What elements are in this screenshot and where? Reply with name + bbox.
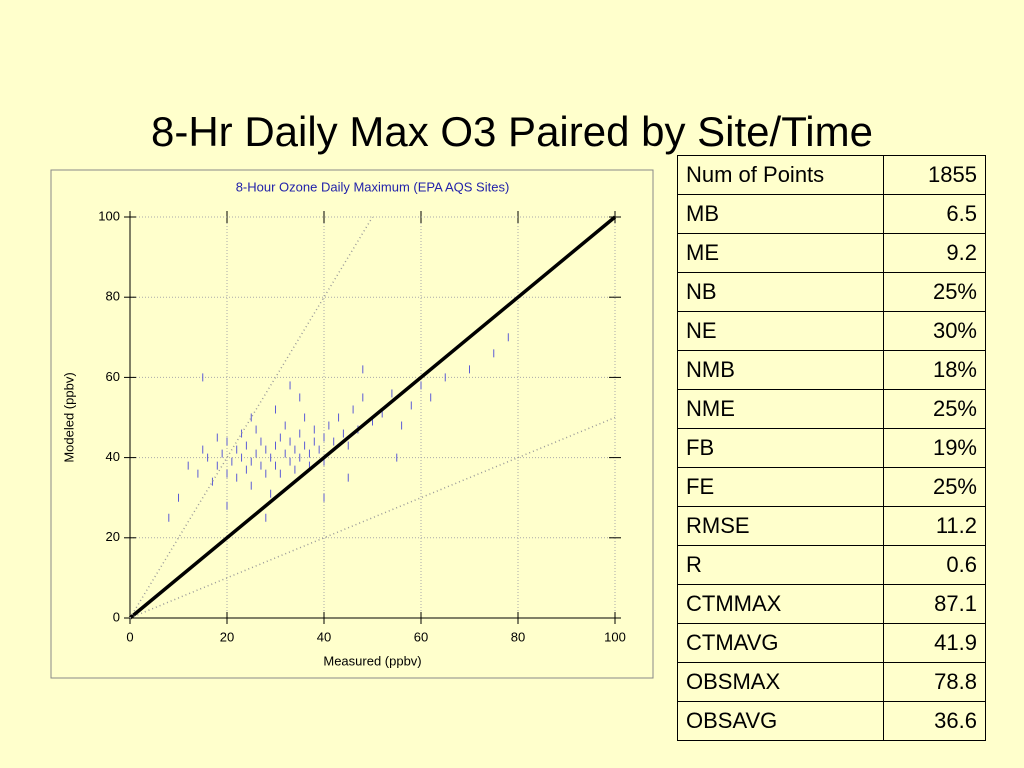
y-axis-label: Modeled (ppbv) — [61, 372, 76, 462]
table-row: RMSE 11.2 — [677, 506, 986, 546]
stat-value: 41.9 — [883, 623, 986, 663]
y-tick-label: 40 — [106, 449, 120, 464]
x-tick-label: 60 — [414, 629, 428, 644]
chart-title: 8-Hour Ozone Daily Maximum (EPA AQS Site… — [236, 179, 510, 194]
chart-frame — [50, 169, 654, 679]
stat-label: Num of Points — [677, 155, 884, 195]
table-row: NMB 18% — [677, 350, 986, 390]
stat-value: 78.8 — [883, 662, 986, 702]
stat-value: 18% — [883, 350, 986, 390]
stat-value: 25% — [883, 272, 986, 312]
table-row: NE 30% — [677, 311, 986, 351]
stat-label: NB — [677, 272, 884, 312]
stat-value: 19% — [883, 428, 986, 468]
stat-label: NME — [677, 389, 884, 429]
stat-value: 30% — [883, 311, 986, 351]
stat-label: FB — [677, 428, 884, 468]
stat-label: R — [677, 545, 884, 585]
y-tick-label: 80 — [106, 289, 120, 304]
stat-value: 25% — [883, 389, 986, 429]
slide-title: 8-Hr Daily Max O3 Paired by Site/Time — [151, 108, 873, 155]
stat-value: 11.2 — [883, 506, 986, 546]
stat-value: 6.5 — [883, 194, 986, 234]
stat-label: RMSE — [677, 506, 884, 546]
table-row: Num of Points 1855 — [677, 155, 986, 195]
table-row: FE 25% — [677, 467, 986, 507]
x-tick-label: 40 — [317, 629, 331, 644]
table-row: NME 25% — [677, 389, 986, 429]
reference-line — [128, 215, 617, 620]
y-tick-label: 20 — [106, 529, 120, 544]
table-row: CTMMAX 87.1 — [677, 584, 986, 624]
stats-table: Num of Points 1855 MB 6.5 ME 9.2 NB 25% NE 30% NMB… — [677, 155, 986, 741]
table-row: CTMAVG 41.9 — [677, 623, 986, 663]
x-axis-label: Measured (ppbv) — [323, 653, 421, 668]
stat-label: ME — [677, 233, 884, 273]
stat-label: NMB — [677, 350, 884, 390]
table-row: OBSAVG 36.6 — [677, 701, 986, 741]
table-row: ME 9.2 — [677, 233, 986, 273]
table-row: OBSMAX 78.8 — [677, 662, 986, 702]
stat-value: 25% — [883, 467, 986, 507]
stat-label: OBSMAX — [677, 662, 884, 702]
stat-value: 0.6 — [883, 545, 986, 585]
stat-label: CTMMAX — [677, 584, 884, 624]
stat-value: 36.6 — [883, 701, 986, 741]
x-tick-label: 80 — [511, 629, 525, 644]
y-tick-label: 100 — [98, 208, 120, 223]
stat-value: 87.1 — [883, 584, 986, 624]
stat-label: NE — [677, 311, 884, 351]
stat-label: MB — [677, 194, 884, 234]
x-tick-label: 0 — [126, 629, 133, 644]
x-tick-label: 20 — [220, 629, 234, 644]
table-row: MB 6.5 — [677, 194, 986, 234]
stat-label: CTMAVG — [677, 623, 884, 663]
stat-label: FE — [677, 467, 884, 507]
y-tick-label: 0 — [113, 609, 120, 624]
table-row: NB 25% — [677, 272, 986, 312]
stat-value: 9.2 — [883, 233, 986, 273]
stat-label: OBSAVG — [677, 701, 884, 741]
x-tick-label: 100 — [604, 629, 626, 644]
table-row: R 0.6 — [677, 545, 986, 585]
y-tick-label: 60 — [106, 369, 120, 384]
stat-value: 1855 — [883, 155, 986, 195]
table-row: FB 19% — [677, 428, 986, 468]
